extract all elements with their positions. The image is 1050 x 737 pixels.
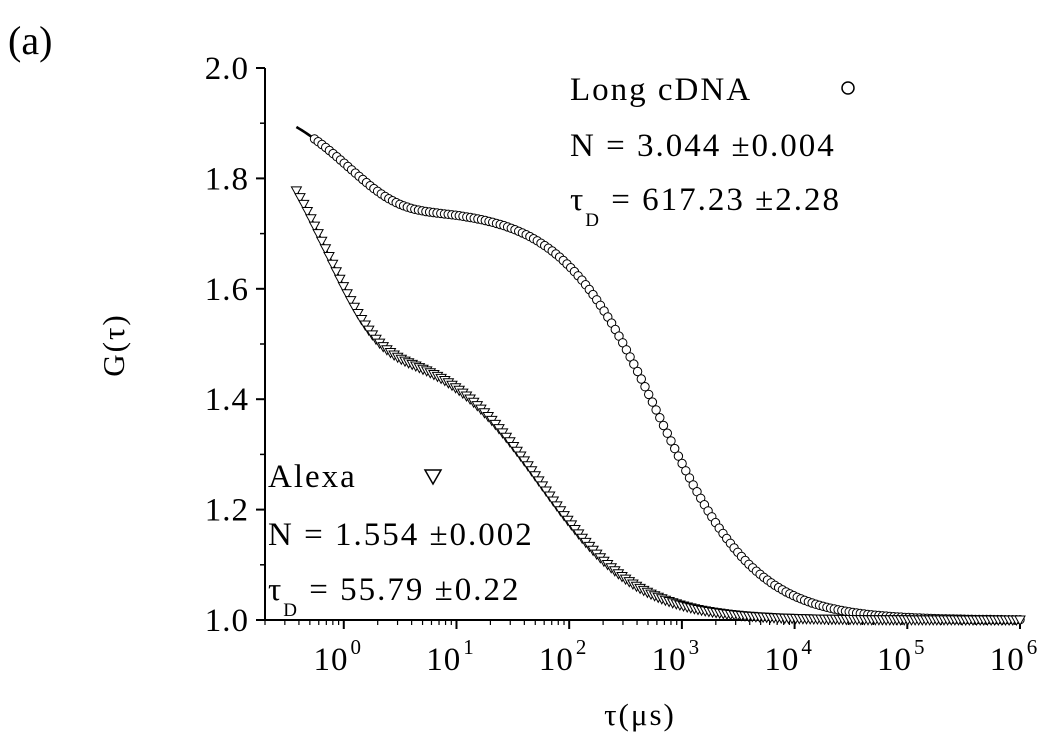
tau-subscript: D — [283, 600, 299, 621]
data-point-circle — [625, 352, 635, 362]
x-tick-exponent: 1 — [463, 635, 475, 659]
legend-marker-circle — [841, 81, 855, 95]
x-tick-label: 103 — [652, 635, 701, 678]
x-tick-label: 104 — [764, 635, 813, 678]
y-tick-label: 1.6 — [205, 272, 249, 308]
data-point-triangle — [319, 244, 332, 255]
tau-value: = 617.23 ±2.28 — [601, 182, 841, 218]
annotation-long-cdna: Long cDNA N = 3.044 ±0.004 τD = 617.23 ±… — [570, 72, 855, 231]
data-point-triangle — [326, 259, 339, 271]
x-tick-base: 10 — [877, 642, 912, 678]
x-tick-base: 10 — [426, 642, 461, 678]
data-point-circle — [632, 366, 643, 377]
y-tick-label: 1.8 — [205, 161, 249, 197]
data-point-triangle — [333, 274, 346, 286]
x-tick-exponent: 2 — [576, 635, 588, 659]
data-point-triangle — [312, 229, 324, 240]
data-point-triangle — [323, 252, 335, 263]
data-point-triangle — [536, 481, 549, 492]
data-point-triangle — [341, 289, 353, 300]
fit-curve-alexa — [295, 190, 1020, 622]
data-point-triangle — [294, 193, 306, 204]
data-point-triangle — [348, 302, 361, 314]
x-tick-label: 105 — [877, 635, 926, 678]
tau-symbol: τ — [570, 182, 585, 218]
data-point-triangle — [301, 207, 314, 218]
data-point-circle — [629, 359, 639, 369]
data-point-triangle — [1014, 615, 1026, 627]
y-tick-label: 1.0 — [205, 603, 249, 639]
annotation-alexa: Alexa N = 1.554 ±0.002 τD = 55.79 ±0.22 — [268, 459, 534, 621]
x-tick-base: 10 — [652, 642, 687, 678]
x-tick-base: 10 — [764, 642, 799, 678]
data-point-triangle — [308, 221, 321, 233]
data-point-triangle — [315, 236, 328, 248]
data-point-circle — [673, 451, 684, 461]
data-point-circle — [681, 466, 691, 476]
data-point-circle — [644, 389, 654, 400]
x-tick-exponent: 3 — [689, 635, 701, 659]
data-point-circle — [636, 374, 646, 384]
x-axis-title: τ(μs) — [604, 697, 676, 732]
x-tick-exponent: 4 — [801, 635, 813, 659]
data-point-triangle — [355, 315, 368, 326]
y-axis-title: G(τ) — [96, 313, 131, 377]
tau-subscript: D — [585, 210, 601, 231]
x-tick-exponent: 6 — [1027, 635, 1039, 659]
x-tick-base: 10 — [990, 642, 1025, 678]
legend-marker-triangle — [423, 469, 443, 486]
x-tick-label: 101 — [426, 635, 475, 678]
data-point-circle — [651, 405, 661, 415]
n-value-long-cdna: N = 3.044 ±0.004 — [570, 128, 836, 164]
legend-label-alexa: Alexa — [268, 459, 357, 495]
legend-label-long-cdna: Long cDNA — [570, 72, 752, 108]
data-point-triangle — [529, 471, 542, 482]
data-point-circle — [655, 413, 665, 423]
data-point-circle — [666, 436, 676, 446]
y-tick-label: 1.4 — [205, 382, 249, 418]
x-tick-label: 100 — [314, 635, 363, 678]
data-point-circle — [677, 458, 687, 469]
tau-d-alexa: τD = 55.79 ±0.22 — [268, 572, 520, 621]
x-tick-base: 10 — [539, 642, 574, 678]
tau-symbol: τ — [268, 572, 283, 608]
x-tick-base: 10 — [314, 642, 349, 678]
tau-value: = 55.79 ±0.22 — [299, 572, 520, 608]
data-point-circle — [640, 382, 650, 392]
data-point-circle — [621, 345, 632, 355]
x-tick-exponent: 0 — [351, 635, 363, 659]
x-tick-exponent: 5 — [914, 635, 926, 659]
data-point-triangle — [359, 320, 372, 332]
data-point-triangle — [290, 186, 303, 197]
data-point-circle — [647, 397, 658, 407]
y-tick-label: 2.0 — [205, 51, 249, 87]
circle-marker — [841, 81, 855, 95]
triangle-marker — [423, 469, 443, 486]
n-value-alexa: N = 1.554 ±0.002 — [268, 517, 534, 553]
data-point-triangle — [305, 214, 317, 225]
y-tick-label: 1.2 — [205, 493, 249, 529]
tau-d-long-cdna: τD = 617.23 ±2.28 — [570, 182, 841, 231]
x-tick-label: 102 — [539, 635, 588, 678]
data-point-circle — [662, 428, 672, 438]
data-point-circle — [670, 443, 680, 454]
data-point-triangle — [297, 199, 310, 211]
data-point-triangle — [330, 267, 343, 278]
data-point-triangle — [337, 282, 350, 293]
data-points — [290, 134, 1026, 627]
x-tick-label: 106 — [990, 635, 1039, 678]
panel-label: (a) — [8, 18, 52, 63]
data-point-triangle — [352, 309, 364, 320]
data-point-triangle — [344, 296, 357, 307]
data-point-circle — [658, 420, 669, 431]
